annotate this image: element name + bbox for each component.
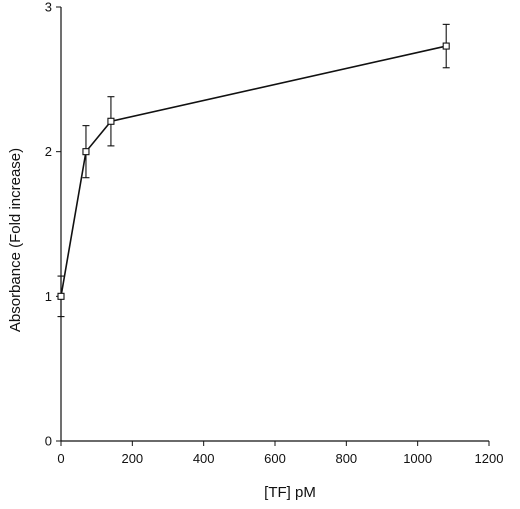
x-tick-label: 800 xyxy=(335,451,357,466)
series-line xyxy=(60,45,447,297)
x-tick-label: 600 xyxy=(264,451,286,466)
plot-series xyxy=(57,23,450,318)
y-tick-label: 3 xyxy=(45,0,52,15)
y-tick-labels: 0 1 2 3 xyxy=(45,0,52,449)
y-tick-label: 1 xyxy=(45,289,52,304)
x-axis: 0 200 400 600 800 1000 1200 xyxy=(57,440,503,466)
x-ticks xyxy=(60,441,490,446)
y-axis-title: Absorbance (Fold increase) xyxy=(7,148,24,332)
x-tick-label: 1200 xyxy=(475,451,504,466)
data-point xyxy=(82,148,90,156)
x-tick-label: 200 xyxy=(121,451,143,466)
x-tick-labels: 0 200 400 600 800 1000 1200 xyxy=(57,451,503,466)
x-tick-label: 1000 xyxy=(403,451,432,466)
y-tick-label: 0 xyxy=(45,434,52,449)
data-point xyxy=(57,292,65,300)
x-tick-label: 0 xyxy=(57,451,64,466)
y-ticks xyxy=(56,6,61,442)
y-tick-label: 2 xyxy=(45,144,52,159)
x-tick-label: 400 xyxy=(193,451,215,466)
data-point xyxy=(442,42,450,50)
x-axis-title: [TF] pM xyxy=(264,484,316,501)
data-point xyxy=(107,117,115,125)
y-axis: 0 1 2 3 xyxy=(45,0,62,449)
